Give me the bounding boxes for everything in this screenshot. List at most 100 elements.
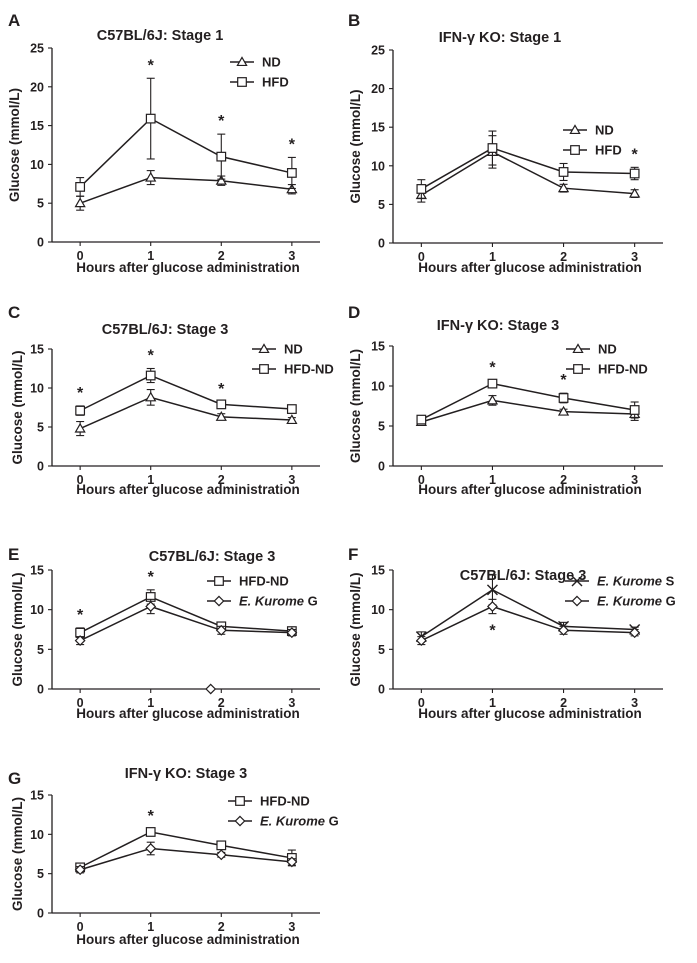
y-tick-label: 25 bbox=[371, 44, 385, 58]
significance-asterisk: * bbox=[77, 385, 84, 402]
significance-asterisk: * bbox=[148, 808, 155, 825]
x-tick-label: 2 bbox=[560, 696, 567, 710]
panel-letter: D bbox=[348, 303, 360, 322]
data-point bbox=[145, 391, 157, 402]
y-tick-label: 25 bbox=[30, 42, 44, 56]
y-tick-label: 5 bbox=[37, 867, 44, 881]
series-line bbox=[421, 399, 635, 423]
significance-asterisk: * bbox=[632, 146, 639, 163]
data-point bbox=[629, 405, 640, 415]
data-point bbox=[557, 405, 570, 416]
legend: ND HFD-ND bbox=[252, 342, 334, 377]
legend-label-italic: E. Kurome bbox=[260, 814, 325, 829]
legend-label-suffix: G bbox=[662, 594, 676, 609]
series-line bbox=[79, 605, 292, 642]
data-point bbox=[286, 627, 298, 639]
legend-marker bbox=[234, 815, 246, 827]
legend-label: HFD-ND bbox=[260, 794, 310, 809]
legend-marker bbox=[237, 77, 247, 87]
data-point bbox=[286, 168, 297, 178]
chart-title: C57BL/6J: Stage 1 bbox=[97, 28, 224, 44]
data-point bbox=[74, 864, 86, 876]
legend-label-italic: E. Kurome bbox=[239, 594, 304, 609]
y-tick-label: 5 bbox=[37, 643, 44, 657]
significance-asterisk: * bbox=[489, 623, 496, 640]
y-tick-label: 15 bbox=[30, 119, 44, 133]
significance-asterisk: * bbox=[489, 359, 496, 376]
legend-label: HFD-ND bbox=[239, 574, 289, 589]
y-tick-label: 0 bbox=[37, 907, 44, 921]
x-tick-label: 3 bbox=[288, 696, 295, 710]
series-1 bbox=[75, 827, 297, 873]
data-point bbox=[216, 151, 227, 162]
data-point bbox=[416, 184, 427, 194]
y-tick-label: 0 bbox=[37, 683, 44, 697]
legend: HFD-ND E. Kurome G bbox=[207, 574, 318, 609]
legend-label: HFD-ND bbox=[284, 362, 334, 377]
data-point bbox=[145, 113, 156, 124]
panel-letter: B bbox=[348, 11, 360, 30]
series-2 bbox=[75, 77, 297, 197]
data-point bbox=[74, 197, 86, 208]
y-tick-label: 10 bbox=[30, 828, 44, 842]
panel-letter: E bbox=[8, 545, 19, 564]
series-line bbox=[421, 382, 635, 421]
series-line bbox=[421, 605, 635, 642]
data-point bbox=[75, 182, 86, 192]
significance-asterisk: * bbox=[218, 381, 225, 398]
y-tick-label: 0 bbox=[37, 460, 44, 474]
legend-label-italic: E. Kurome bbox=[597, 594, 662, 609]
series-2 bbox=[75, 367, 297, 416]
legend-label: E. Kurome G bbox=[239, 594, 318, 609]
data-point bbox=[487, 143, 498, 153]
x-tick-label: 1 bbox=[147, 920, 154, 934]
data-point bbox=[416, 414, 427, 425]
panel-letter: G bbox=[8, 769, 21, 788]
data-point bbox=[74, 422, 86, 433]
y-tick-label: 15 bbox=[30, 789, 44, 803]
significance-asterisk: * bbox=[289, 136, 296, 153]
chart-title: IFN-γ KO: Stage 3 bbox=[437, 318, 559, 334]
x-tick-label: 3 bbox=[631, 696, 638, 710]
x-axis-label: Hours after glucose administration bbox=[76, 482, 300, 497]
data-point bbox=[215, 849, 227, 861]
x-tick-label: 3 bbox=[631, 473, 638, 487]
y-tick-label: 15 bbox=[371, 564, 385, 578]
x-axis-label: Hours after glucose administration bbox=[76, 706, 300, 721]
series-line bbox=[420, 151, 635, 196]
data-point bbox=[215, 624, 227, 636]
y-axis-label: Glucose (mmol/L) bbox=[348, 349, 363, 463]
series-line bbox=[79, 847, 292, 871]
x-tick-label: 2 bbox=[560, 250, 567, 264]
y-tick-label: 0 bbox=[378, 460, 385, 474]
legend-label: ND bbox=[284, 342, 303, 357]
y-axis-label: Glucose (mmol/L) bbox=[10, 350, 25, 464]
legend-label: ND bbox=[598, 342, 617, 357]
chart-title: C57BL/6J: Stage 3 bbox=[102, 322, 229, 338]
x-tick-label: 3 bbox=[288, 920, 295, 934]
series-line bbox=[79, 374, 292, 412]
significance-asterisk: * bbox=[148, 57, 155, 74]
legend-label-italic: E. Kurome bbox=[597, 574, 662, 589]
x-tick-label: 3 bbox=[631, 250, 638, 264]
series-line bbox=[79, 831, 292, 869]
legend-label: E. Kurome G bbox=[260, 814, 339, 829]
legend-label: HFD bbox=[262, 75, 289, 90]
data-point bbox=[286, 404, 297, 414]
y-axis-label: Glucose (mmol/L) bbox=[10, 572, 25, 686]
chart-title: C57BL/6J: Stage 3 bbox=[149, 549, 276, 565]
series-2 bbox=[416, 378, 640, 425]
legend-marker bbox=[571, 575, 583, 587]
data-point bbox=[145, 171, 157, 182]
y-tick-label: 15 bbox=[371, 340, 385, 354]
data-point bbox=[629, 187, 641, 198]
legend-label-suffix: G bbox=[325, 814, 339, 829]
y-tick-label: 10 bbox=[30, 382, 44, 396]
x-axis-label: Hours after glucose administration bbox=[418, 482, 642, 497]
x-tick-label: 1 bbox=[489, 473, 496, 487]
legend-marker bbox=[213, 595, 225, 607]
y-axis-label: Glucose (mmol/L) bbox=[348, 89, 363, 203]
